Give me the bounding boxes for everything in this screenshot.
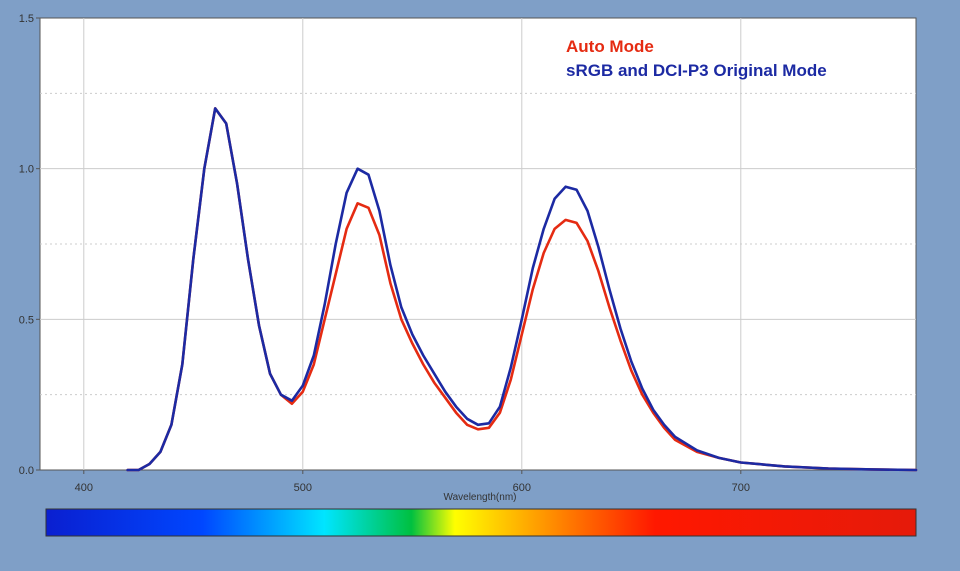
x-axis-title: Wavelength(nm) bbox=[444, 492, 517, 503]
y-axis-ticks: 0.0 0.5 1.0 1.5 bbox=[19, 13, 40, 477]
y-tick-label: 1.0 bbox=[19, 164, 34, 176]
legend-entry-auto-mode: Auto Mode bbox=[566, 37, 654, 56]
y-tick-label: 0.5 bbox=[19, 314, 34, 326]
x-tick-label: 600 bbox=[513, 482, 531, 494]
visible-spectrum-bar bbox=[45, 508, 917, 537]
x-tick-label: 700 bbox=[732, 482, 750, 494]
x-axis-ticks: 400 500 600 700 bbox=[75, 470, 750, 494]
series-line-srgb-dci-p3 bbox=[126, 107, 918, 472]
y-tick-label: 0.0 bbox=[19, 465, 34, 477]
x-tick-label: 500 bbox=[294, 482, 312, 494]
legend: Auto Mode sRGB and DCI-P3 Original Mode bbox=[566, 37, 827, 80]
series-layer bbox=[126, 107, 918, 472]
x-tick-label: 400 bbox=[75, 482, 93, 494]
y-tick-label: 1.5 bbox=[19, 13, 34, 25]
legend-entry-srgb-dci-p3: sRGB and DCI-P3 Original Mode bbox=[566, 61, 827, 80]
